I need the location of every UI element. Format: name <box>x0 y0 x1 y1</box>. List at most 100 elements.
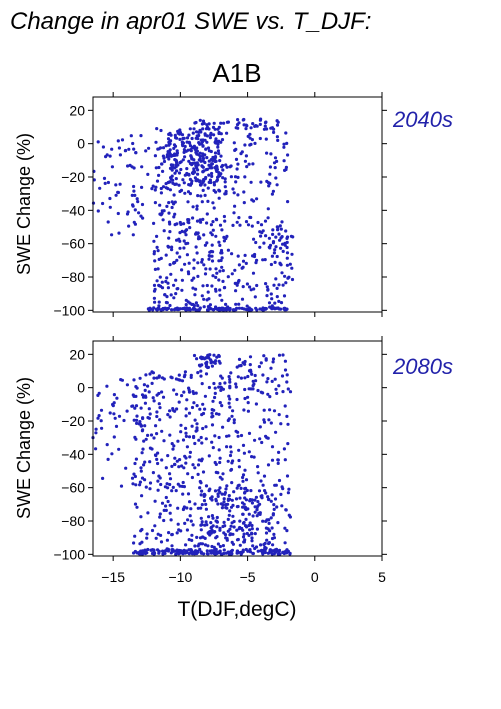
data-point <box>212 530 216 534</box>
data-point <box>202 305 206 309</box>
data-point <box>96 393 100 397</box>
data-point <box>199 182 203 186</box>
data-point <box>184 303 188 307</box>
data-point <box>148 460 152 464</box>
data-point <box>155 127 159 131</box>
data-point <box>132 418 136 422</box>
data-point <box>230 414 234 418</box>
data-point <box>94 427 98 431</box>
data-point <box>179 160 183 164</box>
data-point <box>283 308 287 312</box>
data-point <box>268 172 272 176</box>
data-point <box>131 233 135 237</box>
y-tick-label: −20 <box>61 169 85 185</box>
data-point <box>108 196 112 201</box>
data-point <box>190 475 194 480</box>
data-point <box>267 521 271 526</box>
data-point <box>156 488 160 492</box>
data-point <box>223 491 227 495</box>
data-point <box>220 228 224 232</box>
data-point <box>214 536 218 540</box>
data-point <box>194 287 198 291</box>
data-point <box>173 212 177 216</box>
data-point <box>170 533 174 537</box>
data-point <box>209 359 213 363</box>
data-point <box>280 504 284 508</box>
data-point <box>193 418 197 422</box>
data-point <box>264 234 268 238</box>
panel-2040s: −100 −80 −60 −40 −20 0 20 SWE Change (%) 2040s <box>14 92 453 318</box>
data-point <box>241 259 246 263</box>
data-point <box>203 394 207 398</box>
data-point <box>134 457 138 461</box>
data-point <box>243 396 247 401</box>
data-point <box>160 280 164 284</box>
data-point <box>177 465 181 469</box>
data-point <box>197 235 201 239</box>
data-point <box>265 294 269 298</box>
data-point <box>230 548 234 552</box>
data-point <box>181 141 185 145</box>
data-point <box>200 520 204 524</box>
data-point <box>213 386 217 390</box>
data-point <box>202 357 207 361</box>
data-point <box>196 506 200 510</box>
data-point <box>280 271 284 275</box>
data-point <box>258 437 262 441</box>
data-point <box>234 126 238 130</box>
data-point <box>197 158 201 162</box>
data-point <box>253 510 257 514</box>
data-point <box>266 377 270 381</box>
data-point <box>237 302 241 306</box>
data-point <box>237 216 241 220</box>
data-point <box>188 500 192 504</box>
data-point <box>196 463 201 467</box>
data-point <box>250 198 254 202</box>
data-point <box>275 225 279 229</box>
data-point <box>159 191 163 195</box>
data-point <box>153 259 157 263</box>
data-point <box>230 498 234 502</box>
data-point <box>167 236 171 240</box>
data-point <box>206 186 210 190</box>
data-point <box>220 256 224 260</box>
x-tick-label: −15 <box>101 569 125 585</box>
data-point <box>219 258 223 263</box>
data-point <box>272 409 277 413</box>
data-point <box>229 467 234 472</box>
data-point <box>173 200 177 204</box>
data-point <box>228 405 232 409</box>
data-point <box>269 516 273 520</box>
data-point <box>184 461 188 465</box>
data-point <box>290 252 294 256</box>
scatter-points-2080s <box>91 353 293 556</box>
data-point <box>150 551 155 556</box>
data-point <box>214 497 218 501</box>
data-point <box>283 241 287 245</box>
data-point <box>179 222 183 226</box>
data-point <box>170 245 174 249</box>
data-point <box>198 407 202 411</box>
y-tick-label: 0 <box>77 136 85 152</box>
data-point <box>221 168 225 172</box>
data-point <box>250 532 254 536</box>
data-point <box>166 187 170 191</box>
data-point <box>144 485 148 489</box>
data-point <box>141 447 145 451</box>
data-point <box>261 373 265 377</box>
data-point <box>196 261 200 265</box>
data-point <box>143 394 147 398</box>
data-point <box>176 482 180 486</box>
y-tick-label: −60 <box>61 236 85 252</box>
data-point <box>168 472 172 476</box>
data-point <box>196 194 200 198</box>
data-point <box>182 181 186 185</box>
data-point <box>190 405 195 410</box>
data-point <box>182 485 186 489</box>
data-point <box>224 506 228 510</box>
data-point <box>263 548 267 552</box>
data-point <box>205 212 209 216</box>
data-point <box>164 253 168 257</box>
data-point <box>206 199 210 203</box>
data-point <box>207 122 211 126</box>
